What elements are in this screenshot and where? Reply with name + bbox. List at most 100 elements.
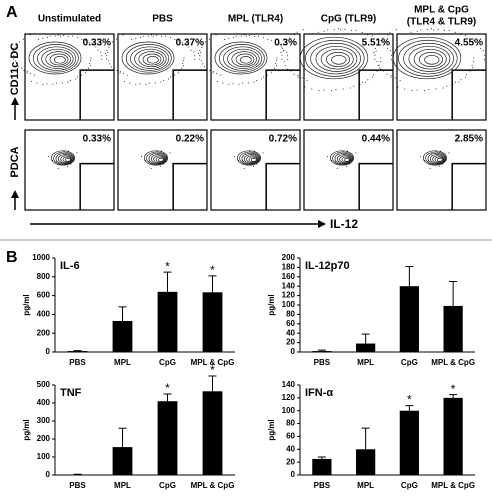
contour <box>403 42 454 75</box>
event-dot <box>271 70 273 72</box>
event-dot <box>63 34 65 36</box>
event-dot <box>252 165 254 167</box>
contour <box>427 152 446 165</box>
event-dot <box>367 34 369 36</box>
event-dot <box>193 51 195 53</box>
contour <box>332 151 354 165</box>
panel-label: A <box>6 4 18 21</box>
contour <box>143 150 169 166</box>
event-dot <box>297 76 299 78</box>
contour <box>339 155 352 163</box>
event-dot <box>81 39 83 41</box>
contour <box>146 56 159 64</box>
event-dot <box>359 83 361 85</box>
y-tick-label: 40 <box>286 328 295 337</box>
event-dot <box>202 63 204 65</box>
arrow-head <box>11 97 19 105</box>
event-dot <box>278 43 280 45</box>
event-dot <box>119 70 121 72</box>
x-tick-label: MPL & CpG <box>191 481 235 490</box>
event-dot <box>271 39 273 41</box>
column-header: MPL (TLR4) <box>228 14 283 25</box>
event-dot <box>209 70 211 72</box>
event-dot <box>340 29 342 31</box>
event-dot <box>479 47 481 49</box>
event-dot <box>355 29 357 31</box>
contour <box>227 48 260 69</box>
event-dot <box>216 72 218 74</box>
event-dot <box>88 42 90 44</box>
event-dot <box>181 42 183 44</box>
error-bar <box>361 427 370 450</box>
y-tick-label: 20 <box>286 457 295 466</box>
error-bar <box>449 281 458 306</box>
event-dot <box>262 152 264 154</box>
y-tick-label: 0 <box>46 470 51 479</box>
event-dot <box>353 85 355 87</box>
event-dot <box>281 58 283 60</box>
event-dot <box>411 89 413 91</box>
contour <box>146 151 168 165</box>
event-dot <box>349 163 351 165</box>
contour <box>134 48 167 69</box>
event-dot <box>169 76 171 78</box>
x-tick-label: MPL & CpG <box>431 481 475 490</box>
gate <box>451 162 486 210</box>
event-dot <box>435 151 437 153</box>
event-dot <box>256 79 258 81</box>
arrow-head <box>11 190 19 198</box>
panel-label: B <box>6 249 18 266</box>
gate <box>358 69 393 120</box>
event-dot <box>245 153 247 155</box>
event-dot <box>238 83 240 85</box>
event-dot <box>452 83 454 85</box>
contour <box>429 154 445 164</box>
contour <box>336 154 352 164</box>
contour <box>243 154 259 164</box>
event-dot <box>460 34 462 36</box>
event-dot <box>247 82 249 84</box>
x-tick-label: MPL <box>114 481 131 490</box>
event-dot <box>336 167 338 169</box>
event-dot <box>70 163 72 165</box>
event-dot <box>473 40 475 42</box>
event-dot <box>472 61 474 63</box>
event-dot <box>270 72 272 74</box>
event-dot <box>334 161 336 163</box>
event-dot <box>87 67 89 69</box>
event-dot <box>85 39 87 41</box>
event-dot <box>374 58 376 60</box>
x-tick-label: CpG <box>401 481 418 490</box>
event-dot <box>383 70 385 72</box>
event-dot <box>52 83 54 85</box>
y-tick-label: 100 <box>37 452 51 461</box>
event-dot <box>149 82 151 84</box>
event-dot <box>458 81 460 83</box>
contour <box>157 157 164 162</box>
event-dot <box>410 31 412 33</box>
event-dot <box>377 44 379 46</box>
event-dot <box>70 157 72 159</box>
event-dot <box>330 90 332 92</box>
significance-mark: * <box>210 363 215 377</box>
gate <box>451 69 486 120</box>
column-header: Unstimulated <box>38 14 101 25</box>
contour <box>53 151 75 165</box>
event-dot <box>331 159 333 161</box>
contour <box>408 45 451 72</box>
event-dot <box>362 81 364 83</box>
event-dot <box>169 152 171 154</box>
row-label: PDCA <box>9 146 21 177</box>
event-dot <box>349 157 351 159</box>
column-header: MPL & CpG <box>414 5 469 16</box>
event-dot <box>433 29 435 31</box>
gate <box>172 162 207 210</box>
event-dot <box>163 163 165 165</box>
gate-percent: 2.85% <box>455 134 483 145</box>
event-dot <box>281 46 283 48</box>
event-dot <box>212 70 214 72</box>
contour <box>37 46 77 71</box>
event-dot <box>397 86 399 88</box>
event-dot <box>190 49 192 51</box>
